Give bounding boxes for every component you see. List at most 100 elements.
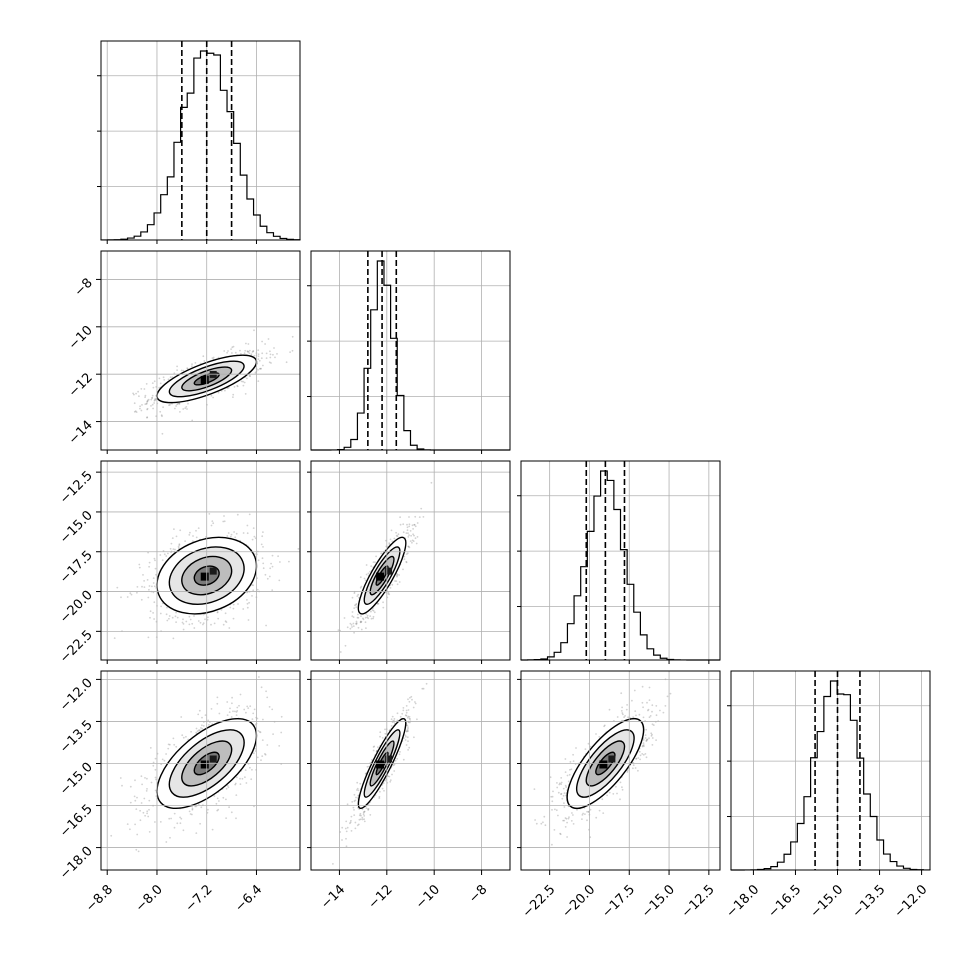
scatter-point bbox=[272, 733, 274, 735]
scatter-point bbox=[397, 712, 399, 714]
scatter-point bbox=[160, 821, 162, 823]
scatter-point bbox=[146, 417, 148, 419]
scatter-point bbox=[262, 531, 264, 533]
scatter-point bbox=[168, 379, 170, 381]
scatter-point bbox=[411, 542, 413, 544]
scatter-point bbox=[195, 530, 197, 532]
scatter-point bbox=[149, 562, 151, 564]
scatter-point bbox=[166, 613, 168, 615]
panel-frame-0-0 bbox=[101, 41, 300, 240]
scatter-point bbox=[413, 707, 415, 709]
scatter-point bbox=[208, 724, 210, 726]
scatter-point bbox=[565, 758, 567, 760]
scatter-point bbox=[174, 408, 176, 410]
scatter-point bbox=[189, 624, 191, 626]
scatter-point bbox=[197, 714, 199, 716]
scatter-point bbox=[146, 401, 148, 403]
scatter-point bbox=[223, 515, 225, 517]
scatter-point bbox=[634, 690, 636, 692]
density-peak bbox=[376, 573, 384, 581]
scatter-point bbox=[645, 729, 647, 731]
scatter-point bbox=[269, 357, 271, 359]
scatter-point bbox=[148, 589, 150, 591]
panel-frame-3-1 bbox=[311, 671, 510, 870]
scatter-point bbox=[382, 788, 384, 790]
scatter-point bbox=[265, 574, 267, 576]
scatter-point bbox=[245, 393, 247, 395]
scatter-point bbox=[410, 535, 412, 537]
scatter-point bbox=[263, 567, 265, 569]
scatter-point bbox=[396, 576, 398, 578]
scatter-point bbox=[353, 625, 355, 627]
scatter-point bbox=[412, 540, 414, 542]
scatter-point bbox=[231, 534, 233, 536]
scatter-point bbox=[271, 589, 273, 591]
scatter-point bbox=[257, 369, 259, 371]
scatter-point bbox=[236, 533, 238, 535]
scatter-point bbox=[373, 616, 375, 618]
scatter-point bbox=[246, 782, 248, 784]
scatter-point bbox=[392, 716, 394, 718]
scatter-point bbox=[364, 578, 366, 580]
scatter-point bbox=[167, 553, 169, 555]
scatter-point bbox=[410, 540, 412, 542]
scatter-point bbox=[212, 397, 214, 399]
scatter-point bbox=[148, 637, 150, 639]
scatter-point bbox=[137, 586, 139, 588]
scatter-point bbox=[393, 538, 395, 540]
scatter-point bbox=[249, 352, 251, 354]
scatter-point bbox=[240, 353, 242, 355]
scatter-point bbox=[356, 621, 358, 623]
scatter-point bbox=[367, 615, 369, 617]
scatter-point bbox=[640, 755, 642, 757]
scatter-point bbox=[240, 783, 242, 785]
scatter-point bbox=[230, 348, 232, 350]
scatter-point bbox=[421, 688, 423, 690]
scatter-point bbox=[346, 845, 348, 847]
scatter-point bbox=[410, 530, 412, 532]
scatter-point bbox=[350, 820, 352, 822]
scatter-point bbox=[405, 714, 407, 716]
scatter-point bbox=[153, 618, 155, 620]
scatter-point bbox=[148, 800, 150, 802]
histogram-2 bbox=[521, 471, 720, 660]
scatter-point bbox=[403, 759, 405, 761]
scatter-point bbox=[286, 361, 288, 363]
scatter-point bbox=[178, 403, 180, 405]
scatter-point bbox=[223, 624, 225, 626]
scatter-point bbox=[249, 350, 251, 352]
scatter-point bbox=[406, 712, 408, 714]
grid-2-1 bbox=[311, 461, 510, 660]
scatter-point bbox=[141, 775, 143, 777]
scatter-point bbox=[570, 761, 572, 763]
scatter-point bbox=[185, 736, 187, 738]
scatter-point bbox=[154, 585, 156, 587]
scatter-point bbox=[234, 711, 236, 713]
scatter-point bbox=[540, 823, 542, 825]
scatter-point bbox=[244, 350, 246, 352]
scatter-point bbox=[270, 354, 272, 356]
scatter-point bbox=[261, 357, 263, 359]
scatter-point bbox=[270, 563, 272, 565]
scatter-point bbox=[292, 350, 294, 352]
scatter-point bbox=[356, 789, 358, 791]
scatter-point bbox=[162, 559, 164, 561]
scatter-point bbox=[154, 560, 156, 562]
grid-3-3 bbox=[731, 671, 930, 870]
scatter-point bbox=[252, 718, 254, 720]
scatter-point bbox=[409, 701, 411, 703]
scatter-point bbox=[352, 611, 354, 613]
scatter-point bbox=[146, 788, 148, 790]
scatter-point bbox=[144, 586, 146, 588]
scatter-point bbox=[169, 837, 171, 839]
scatter-point bbox=[384, 729, 386, 731]
scatter-point bbox=[390, 539, 392, 541]
scatter-point bbox=[193, 615, 195, 617]
scatter-point bbox=[177, 617, 179, 619]
scatter-point bbox=[389, 781, 391, 783]
scatter-point bbox=[244, 352, 246, 354]
scatter-point bbox=[145, 395, 147, 397]
scatter-point bbox=[153, 402, 155, 404]
scatter-point bbox=[167, 748, 169, 750]
scatter-point bbox=[595, 817, 597, 819]
